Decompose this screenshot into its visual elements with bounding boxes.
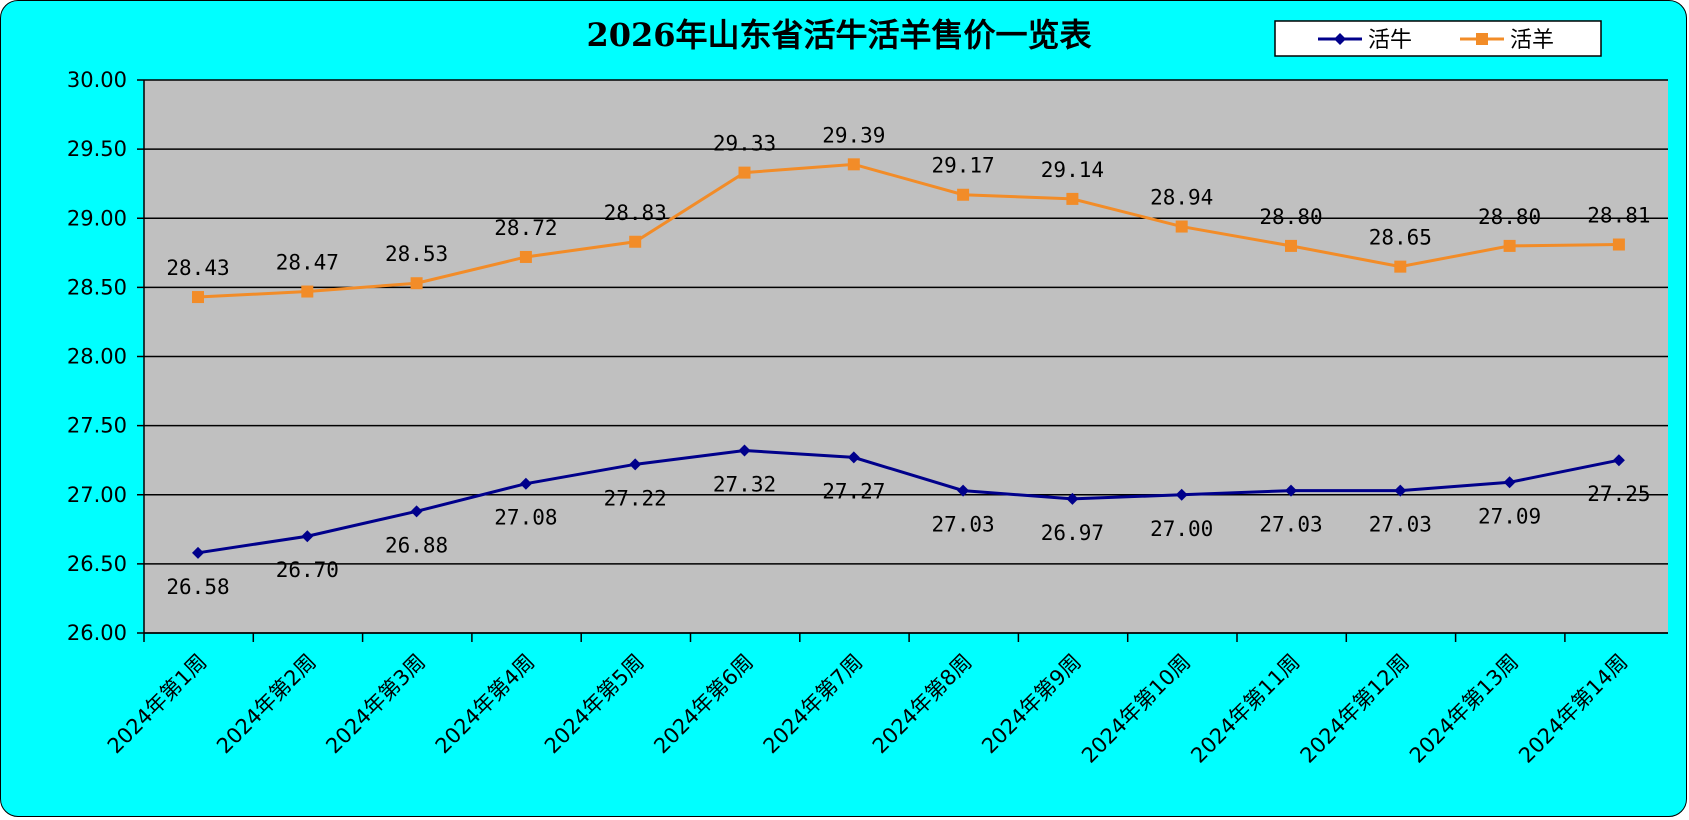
data-point — [1503, 239, 1516, 252]
data-point — [519, 250, 532, 263]
data-point — [957, 484, 970, 497]
data-point — [1612, 238, 1625, 251]
x-tick-label: 2024年第10周 — [1077, 650, 1195, 768]
legend-label: 活羊 — [1510, 28, 1554, 53]
data-point — [1066, 192, 1079, 205]
x-tick-label: 2024年第13周 — [1405, 650, 1523, 768]
data-label: 27.25 — [1587, 482, 1650, 506]
data-point — [629, 235, 642, 248]
data-point — [1175, 220, 1188, 233]
legend-label: 活牛 — [1368, 28, 1412, 53]
x-tick-label: 2024年第1周 — [103, 650, 212, 759]
data-label: 28.80 — [1478, 205, 1541, 229]
data-label: 27.27 — [822, 479, 885, 503]
x-tick-label: 2024年第5周 — [540, 650, 649, 759]
data-label: 26.70 — [276, 558, 339, 582]
y-tick-label: 28.00 — [67, 345, 127, 369]
x-tick-label: 2024年第12周 — [1296, 650, 1414, 768]
y-tick-label: 26.50 — [67, 552, 127, 576]
x-tick-label: 2024年第2周 — [212, 650, 321, 759]
data-point — [957, 188, 970, 201]
x-tick-label: 2024年第3周 — [321, 650, 430, 759]
data-point — [738, 166, 751, 179]
data-point — [629, 458, 642, 471]
data-label: 28.65 — [1369, 226, 1432, 250]
data-label: 28.43 — [166, 256, 229, 280]
data-point — [301, 530, 314, 543]
legend-marker — [1334, 33, 1346, 45]
y-tick-label: 27.00 — [67, 483, 127, 507]
legend: 活牛 活羊 — [1274, 20, 1602, 57]
data-point — [847, 158, 860, 171]
data-label: 27.32 — [713, 473, 776, 497]
data-label: 28.72 — [494, 216, 557, 240]
data-point — [1066, 492, 1079, 505]
data-label: 27.00 — [1150, 517, 1213, 541]
data-label: 27.03 — [931, 513, 994, 537]
data-point — [192, 546, 204, 559]
data-label: 26.88 — [385, 533, 448, 557]
data-point — [1175, 488, 1188, 501]
data-labels: 26.58 26.70 26.88 27.08 27.22 27.32 27.27 27.03… — [166, 123, 1650, 598]
data-label: 26.58 — [166, 575, 229, 599]
data-point — [1285, 239, 1297, 252]
data-point — [192, 291, 204, 304]
data-point — [410, 505, 423, 518]
series-line — [197, 162, 1619, 299]
data-point — [738, 444, 751, 457]
y-tick-label: 26.00 — [67, 621, 127, 645]
y-tick-label: 30.00 — [67, 68, 127, 92]
data-label: 28.47 — [276, 251, 339, 275]
data-label: 27.08 — [494, 506, 557, 530]
data-label: 29.39 — [822, 123, 885, 147]
data-label: 27.03 — [1259, 513, 1322, 537]
data-label: 27.03 — [1369, 513, 1432, 537]
y-tick-label: 28.50 — [67, 275, 127, 299]
data-label: 28.80 — [1259, 205, 1322, 229]
x-tick-label: 2024年第6周 — [649, 650, 758, 759]
data-point — [847, 451, 860, 464]
x-tick-label: 2024年第8周 — [868, 650, 977, 759]
data-point — [1503, 476, 1516, 489]
data-label: 28.53 — [385, 242, 448, 266]
data-label: 28.81 — [1587, 204, 1650, 228]
data-point — [1394, 484, 1407, 497]
y-tick-label: 29.00 — [67, 206, 127, 230]
y-tick-label: 29.50 — [67, 137, 127, 161]
data-point — [1285, 484, 1297, 497]
y-tick-label: 27.50 — [67, 414, 127, 438]
chart-title: 2026年山东省活牛活羊售价一览表 — [586, 16, 1091, 54]
series-layer — [192, 158, 1625, 559]
data-point — [1394, 260, 1407, 273]
data-label: 27.22 — [604, 486, 667, 510]
data-label: 28.83 — [604, 201, 667, 225]
x-tick-label: 2024年第11周 — [1186, 650, 1304, 768]
data-point — [519, 477, 532, 490]
data-point — [301, 285, 314, 298]
x-tick-label: 2024年第9周 — [977, 650, 1086, 759]
series-line — [197, 449, 1620, 555]
data-label: 29.33 — [713, 132, 776, 156]
x-tick-label: 2024年第14周 — [1514, 650, 1632, 768]
data-label: 29.14 — [1041, 158, 1104, 182]
legend-marker — [1476, 33, 1488, 45]
data-point — [410, 277, 423, 290]
x-tick-label: 2024年第4周 — [431, 650, 540, 759]
x-tick-label: 2024年第7周 — [759, 650, 868, 759]
data-label: 26.97 — [1041, 521, 1104, 545]
data-point — [1612, 454, 1625, 467]
data-label: 29.17 — [931, 154, 994, 178]
data-label: 28.94 — [1150, 186, 1213, 210]
data-label: 27.09 — [1478, 504, 1541, 528]
